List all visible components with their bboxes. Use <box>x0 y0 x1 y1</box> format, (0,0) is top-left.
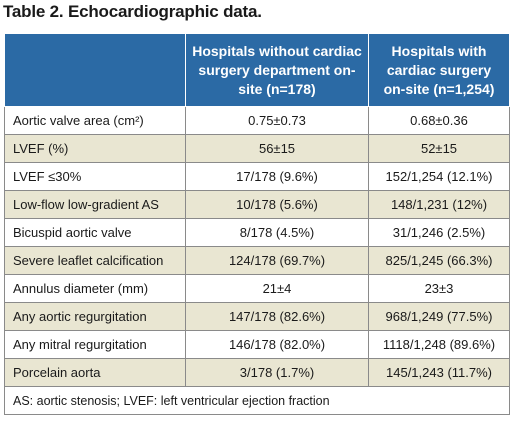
row-label: Low-flow low-gradient AS <box>4 190 186 219</box>
cell-with-surgery: 23±3 <box>368 274 510 303</box>
echocardiographic-data-table: Hospitals without cardiac surgery depart… <box>4 33 510 415</box>
row-label: Porcelain aorta <box>4 358 186 387</box>
cell-with-surgery: 152/1,254 (12.1%) <box>368 162 510 191</box>
row-label: LVEF (%) <box>4 134 186 163</box>
cell-with-surgery: 1118/1,248 (89.6%) <box>368 330 510 359</box>
table-footnote: AS: aortic stenosis; LVEF: left ventricu… <box>4 386 510 415</box>
table-row: Severe leaflet calcification 124/178 (69… <box>4 246 510 275</box>
cell-without-surgery: 3/178 (1.7%) <box>185 358 369 387</box>
cell-with-surgery: 31/1,246 (2.5%) <box>368 218 510 247</box>
table-row: Any aortic regurgitation 147/178 (82.6%)… <box>4 302 510 331</box>
row-label: Any aortic regurgitation <box>4 302 186 331</box>
cell-with-surgery: 968/1,249 (77.5%) <box>368 302 510 331</box>
table-header-row: Hospitals without cardiac surgery depart… <box>4 33 510 107</box>
cell-with-surgery: 0.68±0.36 <box>368 106 510 135</box>
cell-without-surgery: 146/178 (82.0%) <box>185 330 369 359</box>
header-with-surgery: Hospitals with cardiac surgery on-site (… <box>368 33 510 107</box>
cell-without-surgery: 56±15 <box>185 134 369 163</box>
cell-without-surgery: 0.75±0.73 <box>185 106 369 135</box>
table-row: Aortic valve area (cm²) 0.75±0.73 0.68±0… <box>4 106 510 135</box>
cell-without-surgery: 17/178 (9.6%) <box>185 162 369 191</box>
header-without-surgery: Hospitals without cardiac surgery depart… <box>185 33 369 107</box>
row-label: Annulus diameter (mm) <box>4 274 186 303</box>
table-row: LVEF (%) 56±15 52±15 <box>4 134 510 163</box>
table-row: Low-flow low-gradient AS 10/178 (5.6%) 1… <box>4 190 510 219</box>
table-row: Bicuspid aortic valve 8/178 (4.5%) 31/1,… <box>4 218 510 247</box>
row-label: Severe leaflet calcification <box>4 246 186 275</box>
cell-without-surgery: 10/178 (5.6%) <box>185 190 369 219</box>
row-label: Aortic valve area (cm²) <box>4 106 186 135</box>
cell-with-surgery: 52±15 <box>368 134 510 163</box>
table-row: Porcelain aorta 3/178 (1.7%) 145/1,243 (… <box>4 358 510 387</box>
cell-with-surgery: 145/1,243 (11.7%) <box>368 358 510 387</box>
cell-with-surgery: 148/1,231 (12%) <box>368 190 510 219</box>
cell-with-surgery: 825/1,245 (66.3%) <box>368 246 510 275</box>
row-label: Any mitral regurgitation <box>4 330 186 359</box>
footnote-row: AS: aortic stenosis; LVEF: left ventricu… <box>4 386 510 415</box>
header-blank-cell <box>4 33 186 107</box>
cell-without-surgery: 21±4 <box>185 274 369 303</box>
cell-without-surgery: 124/178 (69.7%) <box>185 246 369 275</box>
cell-without-surgery: 147/178 (82.6%) <box>185 302 369 331</box>
table-title: Table 2. Echocardiographic data. <box>3 2 262 21</box>
row-label: Bicuspid aortic valve <box>4 218 186 247</box>
cell-without-surgery: 8/178 (4.5%) <box>185 218 369 247</box>
table-row: Annulus diameter (mm) 21±4 23±3 <box>4 274 510 303</box>
table-row: LVEF ≤30% 17/178 (9.6%) 152/1,254 (12.1%… <box>4 162 510 191</box>
row-label: LVEF ≤30% <box>4 162 186 191</box>
table-row: Any mitral regurgitation 146/178 (82.0%)… <box>4 330 510 359</box>
